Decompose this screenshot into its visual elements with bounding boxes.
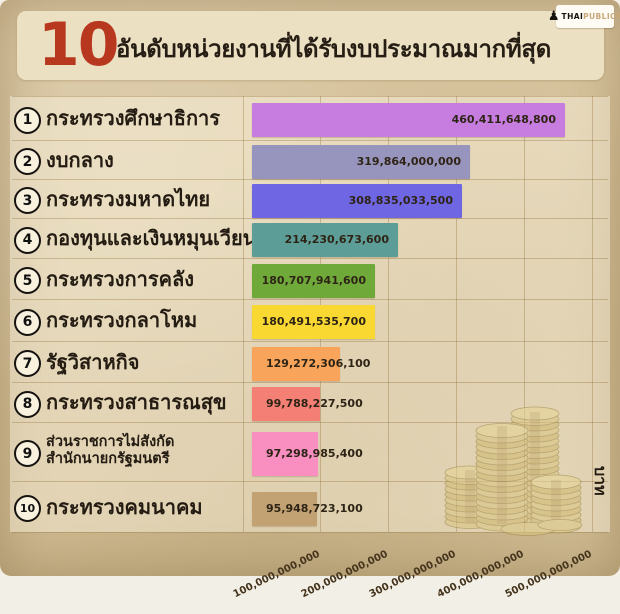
bar-value-label: 214,230,673,600 bbox=[284, 233, 389, 246]
bar: 97,298,985,400 bbox=[252, 431, 363, 476]
bar-value-label: 319,864,000,000 bbox=[356, 154, 461, 168]
rank-badge: 2 bbox=[14, 148, 41, 175]
grid-line bbox=[388, 96, 389, 532]
grid-line bbox=[592, 96, 593, 532]
row-separator bbox=[12, 258, 608, 259]
bar: 180,707,941,600 bbox=[252, 263, 375, 298]
chart-row: 2 งบกลาง 319,864,000,000 bbox=[10, 140, 610, 179]
rank-badge: 5 bbox=[14, 267, 41, 294]
category-label: กระทรวงการคลัง bbox=[46, 266, 194, 291]
rank-count-number: 10 bbox=[38, 10, 119, 80]
chart-row: 10 กระทรวงคมนาคม 95,948,723,100 bbox=[10, 481, 610, 532]
x-axis-tick-label: 100,000,000,000 bbox=[231, 548, 322, 601]
category-label: ส่วนราชการไม่สังกัด สำนักนายกรัฐมนตรี bbox=[46, 433, 175, 467]
rank-badge: 4 bbox=[14, 226, 41, 254]
header-panel: 10 อันดับหน่วยงานที่ได้รับงบประมาณมากที่… bbox=[17, 11, 604, 80]
bar-value-label: 308,835,033,500 bbox=[348, 193, 453, 207]
unit-label: บาท bbox=[591, 466, 610, 496]
thaipublica-logo: ♟ THAIPUBLICA bbox=[548, 5, 620, 28]
chart-row: 8 กระทรวงสาธารณสุข 99,788,227,500 bbox=[10, 382, 610, 422]
rank-badge: 6 bbox=[14, 308, 41, 336]
chart-row: 4 กองทุนและเงินหมุนเวียน 214,230,673,600 bbox=[10, 218, 610, 258]
category-label: กระทรวงมหาดไทย bbox=[46, 186, 211, 211]
chart-row: 7 รัฐวิสาหกิจ 129,272,306,100 bbox=[10, 341, 610, 382]
pawn-icon: ♟ bbox=[547, 9, 560, 24]
label-chart-divider bbox=[243, 96, 244, 532]
chart-row: 9 ส่วนราชการไม่สังกัด สำนักนายกรัฐมนตรี 97,… bbox=[10, 422, 610, 481]
grid-line bbox=[524, 96, 525, 532]
row-separator bbox=[12, 481, 608, 482]
bar: 308,835,033,500 bbox=[252, 183, 462, 218]
coins-illustration bbox=[444, 406, 583, 536]
grid-line bbox=[456, 96, 457, 532]
row-separator bbox=[12, 299, 608, 300]
row-separator bbox=[12, 341, 608, 342]
chart-row: 6 กระทรวงกลาโหม 180,491,535,700 bbox=[10, 299, 610, 341]
chart-row: 3 กระทรวงมหาดไทย 308,835,033,500 bbox=[10, 179, 610, 218]
chart-row: 5 กระทรวงการคลัง 180,707,941,600 bbox=[10, 258, 610, 299]
bar-value-label: 97,298,985,400 bbox=[266, 446, 363, 460]
bar-value-label: 99,788,227,500 bbox=[266, 397, 363, 410]
rank-badge: 7 bbox=[14, 350, 41, 377]
rank-badge: 3 bbox=[14, 187, 41, 214]
row-separator bbox=[12, 179, 608, 180]
infographic-card: 10 อันดับหน่วยงานที่ได้รับงบประมาณมากที่… bbox=[0, 0, 620, 600]
bar: 180,491,535,700 bbox=[252, 305, 375, 339]
bar-value-label: 95,948,723,100 bbox=[266, 501, 363, 515]
bar-value-label: 129,272,306,100 bbox=[266, 356, 371, 370]
category-label: กระทรวงสาธารณสุข bbox=[46, 390, 227, 414]
rank-badge: 8 bbox=[14, 390, 41, 418]
row-separator bbox=[12, 532, 608, 533]
bar: 319,864,000,000 bbox=[252, 144, 470, 179]
bar-value-label: 180,707,941,600 bbox=[261, 273, 366, 287]
row-separator bbox=[12, 218, 608, 219]
rank-badge: 1 bbox=[14, 106, 41, 134]
logo-text: THAIPUBLICA bbox=[561, 12, 620, 21]
bar: 95,948,723,100 bbox=[252, 491, 363, 526]
row-separator bbox=[12, 140, 608, 141]
category-label: งบกลาง bbox=[46, 147, 114, 172]
category-label: กองทุนและเงินหมุนเวียน bbox=[46, 226, 257, 250]
category-label: กระทรวงศึกษาธิการ bbox=[46, 106, 221, 130]
bar-value-label: 460,411,648,800 bbox=[451, 113, 556, 126]
rank-badge: 10 bbox=[14, 495, 41, 522]
page-title: อันดับหน่วยงานที่ได้รับงบประมาณมากที่สุด bbox=[116, 35, 552, 63]
bar: 129,272,306,100 bbox=[252, 346, 370, 381]
bar-value-label: 180,491,535,700 bbox=[261, 315, 366, 328]
row-separator bbox=[12, 382, 608, 383]
category-label: รัฐวิสาหกิจ bbox=[46, 349, 140, 374]
row-separator bbox=[12, 96, 608, 97]
chart-row: 1 กระทรวงศึกษาธิการ 460,411,648,800 bbox=[10, 96, 610, 140]
category-label: กระทรวงกลาโหม bbox=[46, 308, 198, 332]
bar: 460,411,648,800 bbox=[252, 103, 565, 137]
rank-badge: 9 bbox=[14, 440, 41, 467]
row-separator bbox=[12, 422, 608, 423]
bar: 99,788,227,500 bbox=[252, 387, 363, 421]
category-label: กระทรวงคมนาคม bbox=[46, 494, 203, 519]
bar: 214,230,673,600 bbox=[252, 223, 398, 257]
